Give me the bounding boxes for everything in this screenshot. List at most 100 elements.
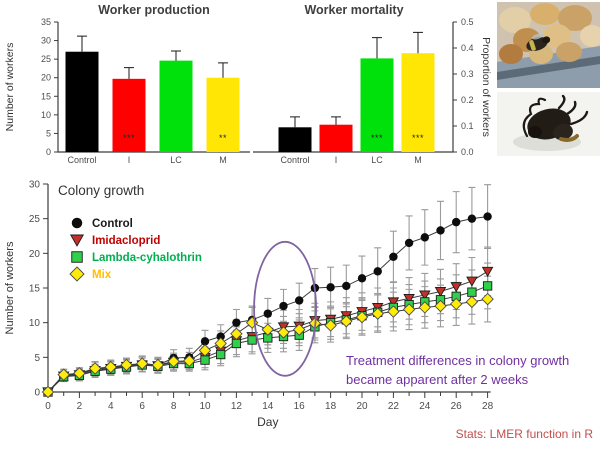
marker-triangle-down [403,293,415,305]
worker-mortality-ylabel: Proportion of workers [480,37,492,137]
colony-ytick: 20 [29,249,41,260]
colony-xtick: 10 [199,401,211,412]
colony-ytick: 10 [29,318,41,329]
worker-mortality-xtick: M [414,155,422,165]
marker-diamond [198,344,212,357]
colony-legend: Control Imidacloprid Lambda-cyhalothrin Mix [69,217,202,282]
colony-xtick: 6 [139,401,145,412]
marker-diamond [151,358,165,372]
colony-xtick: 14 [262,401,274,412]
worker-mortality-ytick: 0.3 [461,69,474,79]
marker-diamond [73,367,86,380]
marker-diamond [261,323,275,336]
marker-triangle-down [419,290,431,301]
worker-production-ytick: 0 [46,147,51,157]
colony-ytick: 5 [34,353,40,364]
marker-diamond [57,368,70,381]
worker-mortality-bar-M [401,53,435,153]
worker-production-chart: Worker production 0 5 10 15 20 25 30 35 Number of… [4,3,250,165]
marker-circle [342,281,351,291]
marker-diamond [481,292,494,306]
colony-xtick: 22 [388,401,400,412]
marker-diamond [387,305,400,318]
marker-triangle-down [481,266,494,278]
marker-diamond [135,357,149,370]
bumblebee-brood-photo [497,2,600,88]
worker-production-ytick: 25 [41,54,51,64]
bee-on-brood [526,33,551,52]
marker-circle [326,283,335,292]
worker-production-bar-Control [65,51,99,152]
marker-circle [436,226,445,235]
colony-xtick: 2 [77,401,83,412]
worker-production-bar-LC [159,60,193,152]
worker-production-errorbar [171,50,181,61]
marker-circle [216,332,225,341]
colony-title: Colony growth [58,183,144,198]
marker-circle [357,274,367,283]
marker-triangle-down [450,282,462,293]
marker-square [231,338,242,349]
worker-mortality-ytick: 0.5 [461,17,474,27]
marker-square [216,349,226,360]
colony-xtick: 24 [419,401,431,412]
worker-production-sig-label: *** [123,133,135,143]
marker-circle [232,318,241,327]
marker-circle [71,217,83,229]
colony-ytick: 25 [29,214,41,225]
worker-mortality-bar-LC [360,58,394,152]
worker-mortality-ytick: 0.1 [461,121,474,131]
marker-diamond [449,297,463,311]
marker-diamond [292,323,306,336]
worker-production-ytick: 30 [41,36,51,46]
legend-item-imidacloprid: Imidacloprid [69,234,160,247]
worker-mortality-sig-label: *** [371,133,383,143]
colony-xtick: 18 [325,401,337,412]
marker-circle [263,309,272,318]
marker-diamond [41,385,55,399]
marker-diamond [104,360,118,374]
marker-square [467,287,477,297]
annotation-text: Treatment differences in colony growth b… [346,353,570,387]
legend-label: Mix [92,269,112,281]
worker-production-ytick: 20 [41,73,51,83]
worker-mortality-sig-label: *** [412,133,424,143]
colony-ytick: 0 [34,388,40,399]
legend-label: Imidacloprid [92,235,160,247]
worker-production-ylabel: Number of workers [4,43,16,132]
marker-diamond [465,295,479,309]
marker-diamond [88,362,102,375]
worker-production-xtick: I [128,155,131,165]
marker-diamond [402,303,416,316]
marker-diamond [355,310,369,324]
colony-xtick: 28 [482,401,494,412]
colony-xlabel: Day [257,415,278,429]
colony-xtick: 4 [108,401,114,412]
marker-square [200,355,210,365]
marker-diamond [434,299,447,313]
marker-diamond [371,307,384,320]
worker-mortality-errorbar [372,37,382,59]
colony-ylabel: Number of workers [4,241,16,334]
marker-circle [200,337,210,346]
worker-mortality-bar-Control [278,127,312,152]
worker-production-errorbar [124,67,134,79]
marker-circle [420,233,429,242]
worker-production-ytick: 35 [41,17,51,27]
marker-diamond [230,327,243,340]
marker-square [482,281,493,291]
colony-xtick: 20 [356,401,368,412]
colony-ytick: 30 [29,180,41,191]
photo-panel [497,2,600,160]
worker-mortality-ytick: 0.2 [461,95,474,105]
worker-mortality-xtick: I [335,155,338,165]
worker-mortality-xtick: Control [280,155,309,165]
ellipse-annotation [253,240,317,377]
marker-circle [373,267,382,276]
marker-circle [295,296,304,305]
marker-circle [467,214,477,223]
worker-production-ytick: 10 [41,110,51,120]
marker-triangle-down [434,287,447,298]
